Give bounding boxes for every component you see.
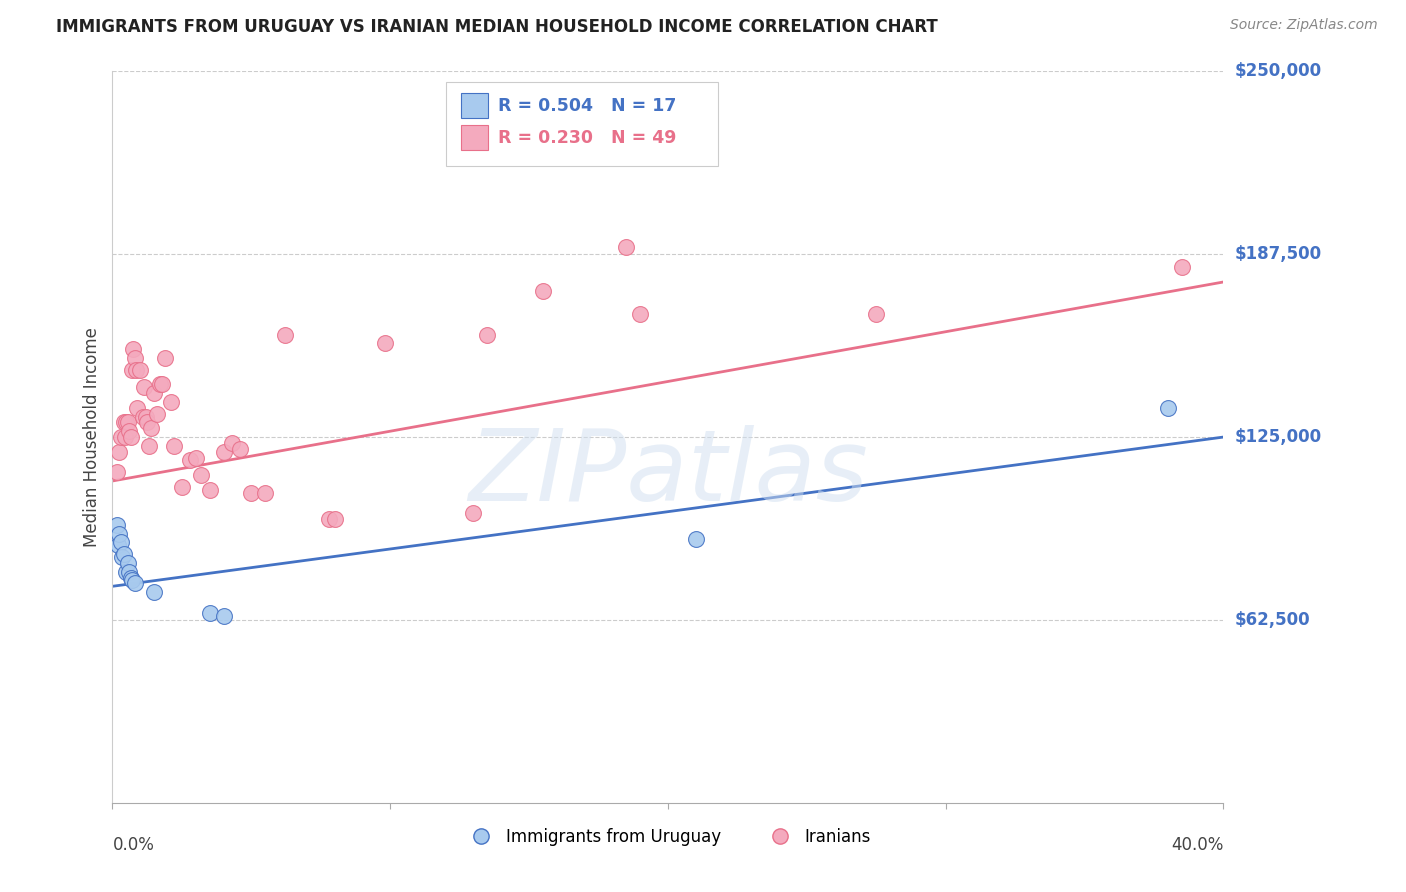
Point [254,485,277,500]
Point [122,343,145,357]
Point [105,517,128,532]
Point [229,442,252,456]
Point [120,570,142,584]
Point [155,351,177,365]
Point [124,351,146,365]
Point [1157,401,1180,415]
Point [212,444,235,458]
Point [114,430,136,444]
Point [179,453,201,467]
Point [628,307,651,321]
Text: $250,000: $250,000 [1234,62,1322,80]
Point [125,363,148,377]
Text: $125,000: $125,000 [1234,428,1322,446]
Point [108,444,131,458]
Point [105,465,128,479]
Y-axis label: Median Household Income: Median Household Income [83,327,101,547]
Point [136,416,159,430]
Point [110,430,132,444]
Point [118,424,141,438]
Point [318,512,340,526]
Point [108,526,131,541]
Point [117,556,139,570]
Point [141,421,163,435]
Point [614,240,637,254]
Point [124,576,146,591]
Point [159,395,181,409]
Point [477,327,499,342]
Point [273,327,295,342]
Point [132,409,155,424]
FancyBboxPatch shape [446,82,718,167]
Point [170,480,193,494]
Point [110,535,132,549]
Point [152,377,174,392]
Point [212,608,235,623]
Text: ZIPatlas: ZIPatlas [468,425,868,522]
Point [463,506,485,520]
Point [135,409,157,424]
Text: $187,500: $187,500 [1234,245,1322,263]
Point [221,436,243,450]
Point [121,363,143,377]
Text: IMMIGRANTS FROM URUGUAY VS IRANIAN MEDIAN HOUSEHOLD INCOME CORRELATION CHART: IMMIGRANTS FROM URUGUAY VS IRANIAN MEDIA… [56,18,938,36]
Point [149,377,172,392]
Text: 0.0%: 0.0% [112,836,155,854]
Text: R = 0.230   N = 49: R = 0.230 N = 49 [498,129,676,147]
Point [115,565,138,579]
Point [143,585,166,599]
Point [374,336,396,351]
Point [115,416,138,430]
Point [112,416,135,430]
Point [184,450,207,465]
Point [138,439,160,453]
Point [531,284,554,298]
Point [118,565,141,579]
Point [120,430,142,444]
Point [134,380,156,394]
Point [127,401,149,415]
Legend: Immigrants from Uruguay, Iranians: Immigrants from Uruguay, Iranians [458,822,877,853]
Point [190,468,212,483]
Point [146,407,169,421]
Point [162,439,184,453]
Point [107,538,129,552]
Point [240,485,263,500]
Point [198,606,221,620]
Text: Source: ZipAtlas.com: Source: ZipAtlas.com [1230,18,1378,32]
Point [323,512,346,526]
Point [143,386,166,401]
Point [117,416,139,430]
FancyBboxPatch shape [461,126,488,151]
Point [198,483,221,497]
Text: R = 0.504   N = 17: R = 0.504 N = 17 [498,96,676,115]
Point [1170,260,1192,275]
Text: 40.0%: 40.0% [1171,836,1223,854]
Point [129,363,152,377]
Point [112,547,135,561]
Point [865,307,887,321]
Point [121,574,143,588]
Point [685,533,707,547]
Point [111,549,134,564]
Text: $62,500: $62,500 [1234,611,1310,629]
FancyBboxPatch shape [461,94,488,118]
